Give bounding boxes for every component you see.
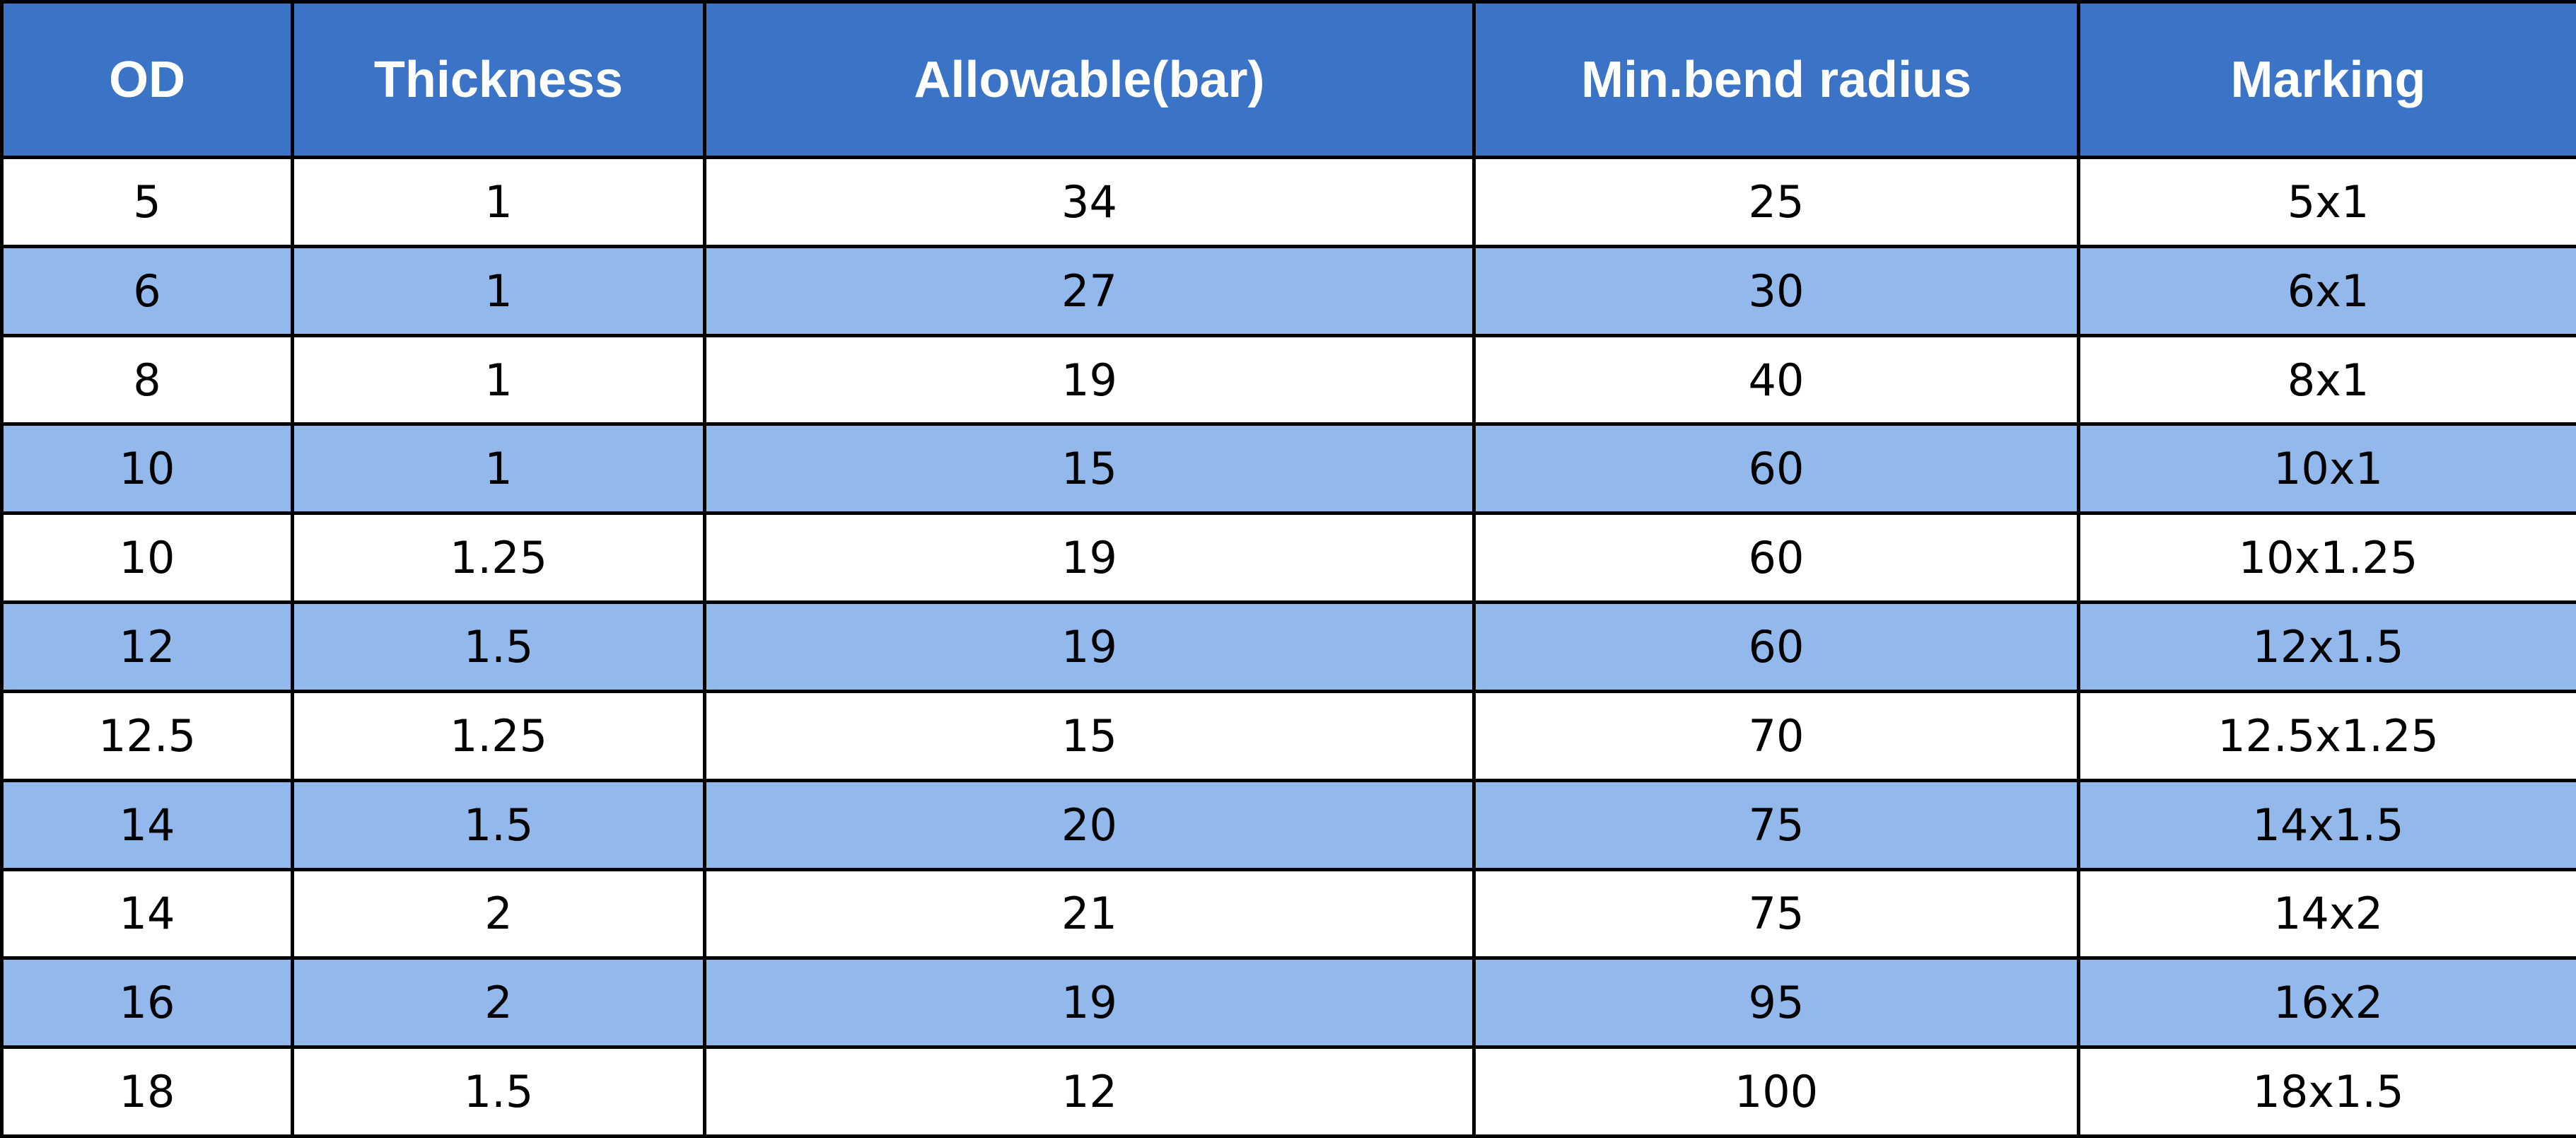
header-cell: Marking: [2077, 0, 2576, 159]
table-cell: 5: [0, 156, 294, 248]
table-cell: 40: [1472, 333, 2080, 426]
table-cell: 70: [1472, 689, 2080, 782]
table-cell: 16: [0, 956, 294, 1050]
table-header: OD Thickness Allowable(bar) Min.bend radius…: [0, 0, 2576, 159]
table-cell: 14: [0, 867, 294, 960]
table-cell: 12x1.5: [2077, 600, 2576, 693]
table-cell: 1: [291, 244, 706, 337]
header-cell: Thickness: [291, 0, 706, 159]
table-cell: 34: [703, 156, 1476, 248]
table-cell: 1.5: [291, 778, 706, 871]
table-cell: 2: [291, 867, 706, 960]
table-cell: 25: [1472, 156, 2080, 248]
header-cell: Allowable(bar): [703, 0, 1476, 159]
table-cell: 60: [1472, 511, 2080, 605]
table-row: 12 1.5 19 60 12x1.5: [0, 600, 2576, 693]
table-cell: 12: [703, 1045, 1476, 1138]
table-cell: 14: [0, 778, 294, 871]
table-cell: 8x1: [2077, 333, 2576, 426]
table-cell: 100: [1472, 1045, 2080, 1138]
table-cell: 20: [703, 778, 1476, 871]
table-cell: 19: [703, 511, 1476, 605]
table-cell: 18x1.5: [2077, 1045, 2576, 1138]
table-cell: 10: [0, 422, 294, 516]
table-cell: 19: [703, 956, 1476, 1050]
table-cell: 75: [1472, 867, 2080, 960]
table-row: 12.5 1.25 15 70 12.5x1.25: [0, 689, 2576, 782]
table-cell: 95: [1472, 956, 2080, 1050]
table-cell: 10: [0, 511, 294, 605]
table-cell: 6x1: [2077, 244, 2576, 337]
table-cell: 12.5x1.25: [2077, 689, 2576, 782]
table-cell: 60: [1472, 422, 2080, 516]
table-cell: 15: [703, 689, 1476, 782]
table-row: 6 1 27 30 6x1: [0, 244, 2576, 337]
table-cell: 6: [0, 244, 294, 337]
header-row: OD Thickness Allowable(bar) Min.bend radius…: [0, 0, 2576, 159]
table-cell: 1: [291, 333, 706, 426]
table-cell: 16x2: [2077, 956, 2576, 1050]
table-cell: 12.5: [0, 689, 294, 782]
table-row: 8 1 19 40 8x1: [0, 333, 2576, 426]
table-cell: 2: [291, 956, 706, 1050]
table-cell: 30: [1472, 244, 2080, 337]
table-cell: 14x1.5: [2077, 778, 2576, 871]
table-body: 5 1 34 25 5x1 6 1 27 30 6x1 8 1 19 40 8x1 10 1 15 60 10x1 10…: [0, 156, 2576, 1138]
table-cell: 1: [291, 156, 706, 248]
table-cell: 1.5: [291, 1045, 706, 1138]
table-cell: 1.25: [291, 689, 706, 782]
table-row: 14 2 21 75 14x2: [0, 867, 2576, 960]
table-cell: 18: [0, 1045, 294, 1138]
table-cell: 75: [1472, 778, 2080, 871]
table-cell: 19: [703, 333, 1476, 426]
table-row: 5 1 34 25 5x1: [0, 156, 2576, 248]
table-cell: 1.5: [291, 600, 706, 693]
table-cell: 27: [703, 244, 1476, 337]
table-cell: 8: [0, 333, 294, 426]
table-cell: 1: [291, 422, 706, 516]
table-row: 14 1.5 20 75 14x1.5: [0, 778, 2576, 871]
table-cell: 19: [703, 600, 1476, 693]
table-cell: 10x1.25: [2077, 511, 2576, 605]
table-row: 18 1.5 12 100 18x1.5: [0, 1045, 2576, 1138]
header-cell: OD: [0, 0, 294, 159]
table-row: 10 1.25 19 60 10x1.25: [0, 511, 2576, 605]
table-row: 10 1 15 60 10x1: [0, 422, 2576, 516]
table-cell: 15: [703, 422, 1476, 516]
table-cell: 14x2: [2077, 867, 2576, 960]
table-cell: 10x1: [2077, 422, 2576, 516]
table-cell: 12: [0, 600, 294, 693]
table-cell: 21: [703, 867, 1476, 960]
table-row: 16 2 19 95 16x2: [0, 956, 2576, 1050]
header-cell: Min.bend radius: [1472, 0, 2080, 159]
table-cell: 5x1: [2077, 156, 2576, 248]
table-cell: 1.25: [291, 511, 706, 605]
table-cell: 60: [1472, 600, 2080, 693]
